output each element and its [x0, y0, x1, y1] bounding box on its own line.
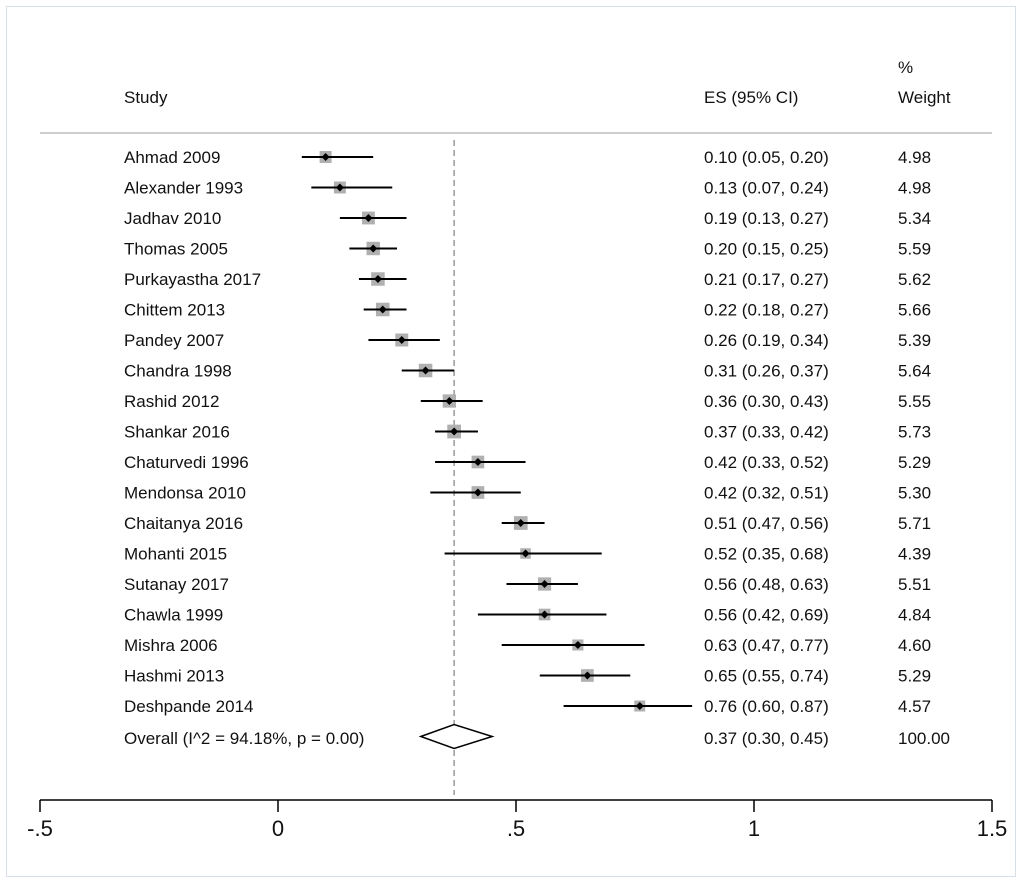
overall-weight: 100.00 [898, 729, 950, 748]
es-ci-text: 0.21 (0.17, 0.27) [704, 270, 829, 289]
es-ci-text: 0.20 (0.15, 0.25) [704, 240, 829, 259]
weight-text: 5.71 [898, 514, 931, 533]
study-label: Chawla 1999 [124, 606, 223, 625]
study-label: Chittem 2013 [124, 301, 225, 320]
study-label: Chaitanya 2016 [124, 514, 243, 533]
weight-text: 4.98 [898, 179, 931, 198]
es-ci-text: 0.22 (0.18, 0.27) [704, 301, 829, 320]
point-estimate [373, 275, 382, 283]
study-label: Alexander 1993 [124, 179, 243, 198]
study-label: Shankar 2016 [124, 423, 230, 442]
x-tick-label: .5 [507, 816, 525, 841]
point-estimate [540, 610, 549, 619]
es-ci-text: 0.42 (0.33, 0.52) [704, 453, 829, 472]
es-ci-text: 0.56 (0.42, 0.69) [704, 606, 829, 625]
header-weight: Weight [898, 88, 951, 107]
study-rows: Ahmad 2009 0.10 (0.05, 0.20) 4.98 Alexander… [124, 148, 931, 716]
es-ci-text: 0.52 (0.35, 0.68) [704, 545, 829, 564]
weight-text: 5.29 [898, 667, 931, 686]
point-estimate [516, 519, 525, 527]
point-estimate [583, 671, 592, 680]
weight-text: 5.66 [898, 301, 931, 320]
study-label: Chandra 1998 [124, 362, 232, 381]
weight-text: 5.59 [898, 240, 931, 259]
x-tick-label: -.5 [27, 816, 53, 841]
study-label: Rashid 2012 [124, 392, 219, 411]
weight-text: 5.73 [898, 423, 931, 442]
es-ci-text: 0.65 (0.55, 0.74) [704, 667, 829, 686]
weight-text: 4.98 [898, 148, 931, 167]
study-label: Pandey 2007 [124, 331, 224, 350]
weight-text: 4.39 [898, 545, 931, 564]
study-label: Purkayastha 2017 [124, 270, 261, 289]
study-label: Mishra 2006 [124, 636, 218, 655]
es-ci-text: 0.36 (0.30, 0.43) [704, 392, 829, 411]
es-ci-text: 0.10 (0.05, 0.20) [704, 148, 829, 167]
overall-diamond [418, 723, 495, 750]
weight-text: 4.57 [898, 697, 931, 716]
point-estimate [573, 641, 582, 649]
point-estimate [450, 427, 459, 436]
point-estimate [321, 153, 330, 161]
weight-text: 4.60 [898, 636, 931, 655]
header-study: Study [124, 88, 168, 107]
point-estimate [397, 336, 406, 344]
point-estimate [521, 549, 530, 558]
es-ci-text: 0.19 (0.13, 0.27) [704, 209, 829, 228]
overall-es-text: 0.37 (0.30, 0.45) [704, 729, 829, 748]
study-label: Hashmi 2013 [124, 667, 224, 686]
es-ci-text: 0.13 (0.07, 0.24) [704, 179, 829, 198]
study-label: Thomas 2005 [124, 240, 228, 259]
weight-text: 5.51 [898, 575, 931, 594]
es-ci-text: 0.51 (0.47, 0.56) [704, 514, 829, 533]
header-es: ES (95% CI) [704, 88, 798, 107]
point-estimate [421, 366, 430, 375]
weight-text: 4.84 [898, 606, 931, 625]
study-label: Ahmad 2009 [124, 148, 220, 167]
weight-text: 5.55 [898, 392, 931, 411]
weight-text: 5.39 [898, 331, 931, 350]
x-tick-label: 0 [272, 816, 284, 841]
point-estimate [540, 580, 549, 588]
es-ci-text: 0.26 (0.19, 0.34) [704, 331, 829, 350]
point-estimate [378, 305, 387, 314]
chart-frame [6, 6, 1016, 877]
es-ci-text: 0.56 (0.48, 0.63) [704, 575, 829, 594]
study-label: Jadhav 2010 [124, 209, 221, 228]
weight-text: 5.62 [898, 270, 931, 289]
x-tick-label: 1.5 [977, 816, 1008, 841]
es-ci-text: 0.31 (0.26, 0.37) [704, 362, 829, 381]
point-estimate [473, 458, 482, 466]
study-label: Chaturvedi 1996 [124, 453, 249, 472]
weight-text: 5.30 [898, 484, 931, 503]
es-ci-text: 0.37 (0.33, 0.42) [704, 423, 829, 442]
es-ci-text: 0.42 (0.32, 0.51) [704, 484, 829, 503]
study-label: Mohanti 2015 [124, 545, 227, 564]
weight-text: 5.64 [898, 362, 931, 381]
es-ci-text: 0.76 (0.60, 0.87) [704, 697, 829, 716]
weight-text: 5.29 [898, 453, 931, 472]
overall-label: Overall (I^2 = 94.18%, p = 0.00) [124, 729, 364, 748]
study-label: Deshpande 2014 [124, 697, 254, 716]
point-estimate [364, 214, 373, 222]
weight-text: 5.34 [898, 209, 931, 228]
x-tick-label: 1 [748, 816, 760, 841]
study-label: Mendonsa 2010 [124, 484, 246, 503]
point-estimate [635, 702, 644, 710]
point-estimate [445, 397, 454, 405]
header-weight-percent: % [898, 58, 913, 77]
es-ci-text: 0.63 (0.47, 0.77) [704, 636, 829, 655]
study-label: Sutanay 2017 [124, 575, 229, 594]
point-estimate [473, 488, 482, 497]
x-axis-ticks: -.5 0 .5 1 1.5 [27, 800, 1007, 841]
point-estimate [335, 183, 344, 192]
point-estimate [369, 244, 378, 253]
